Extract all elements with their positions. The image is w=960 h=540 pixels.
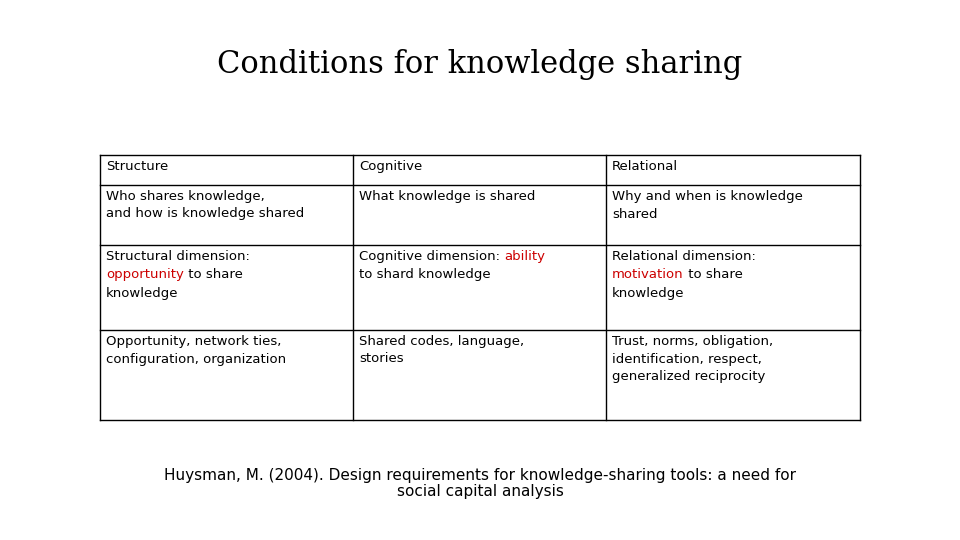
Text: opportunity: opportunity <box>106 268 184 281</box>
Text: Cognitive: Cognitive <box>359 160 422 173</box>
Text: knowledge: knowledge <box>612 287 684 300</box>
Text: to share: to share <box>684 268 742 281</box>
Text: Conditions for knowledge sharing: Conditions for knowledge sharing <box>217 50 743 80</box>
Text: Shared codes, language,
stories: Shared codes, language, stories <box>359 335 524 366</box>
Text: Structural dimension:: Structural dimension: <box>106 250 250 263</box>
Text: Why and when is knowledge
shared: Why and when is knowledge shared <box>612 190 803 220</box>
Text: Trust, norms, obligation,
identification, respect,
generalized reciprocity: Trust, norms, obligation, identification… <box>612 335 773 383</box>
Text: Opportunity, network ties,
configuration, organization: Opportunity, network ties, configuration… <box>106 335 286 366</box>
Text: What knowledge is shared: What knowledge is shared <box>359 190 536 203</box>
Text: to shard knowledge: to shard knowledge <box>359 268 491 281</box>
Text: to share: to share <box>184 268 243 281</box>
Text: Who shares knowledge,
and how is knowledge shared: Who shares knowledge, and how is knowled… <box>106 190 304 220</box>
Text: knowledge: knowledge <box>106 287 179 300</box>
Text: Structure: Structure <box>106 160 168 173</box>
Text: Relational: Relational <box>612 160 678 173</box>
Text: social capital analysis: social capital analysis <box>396 484 564 499</box>
Text: Huysman, M. (2004). Design requirements for knowledge-sharing tools: a need for: Huysman, M. (2004). Design requirements … <box>164 468 796 483</box>
Text: ability: ability <box>504 250 545 263</box>
Text: Relational dimension:: Relational dimension: <box>612 250 756 263</box>
Text: motivation: motivation <box>612 268 684 281</box>
Text: Cognitive dimension:: Cognitive dimension: <box>359 250 504 263</box>
